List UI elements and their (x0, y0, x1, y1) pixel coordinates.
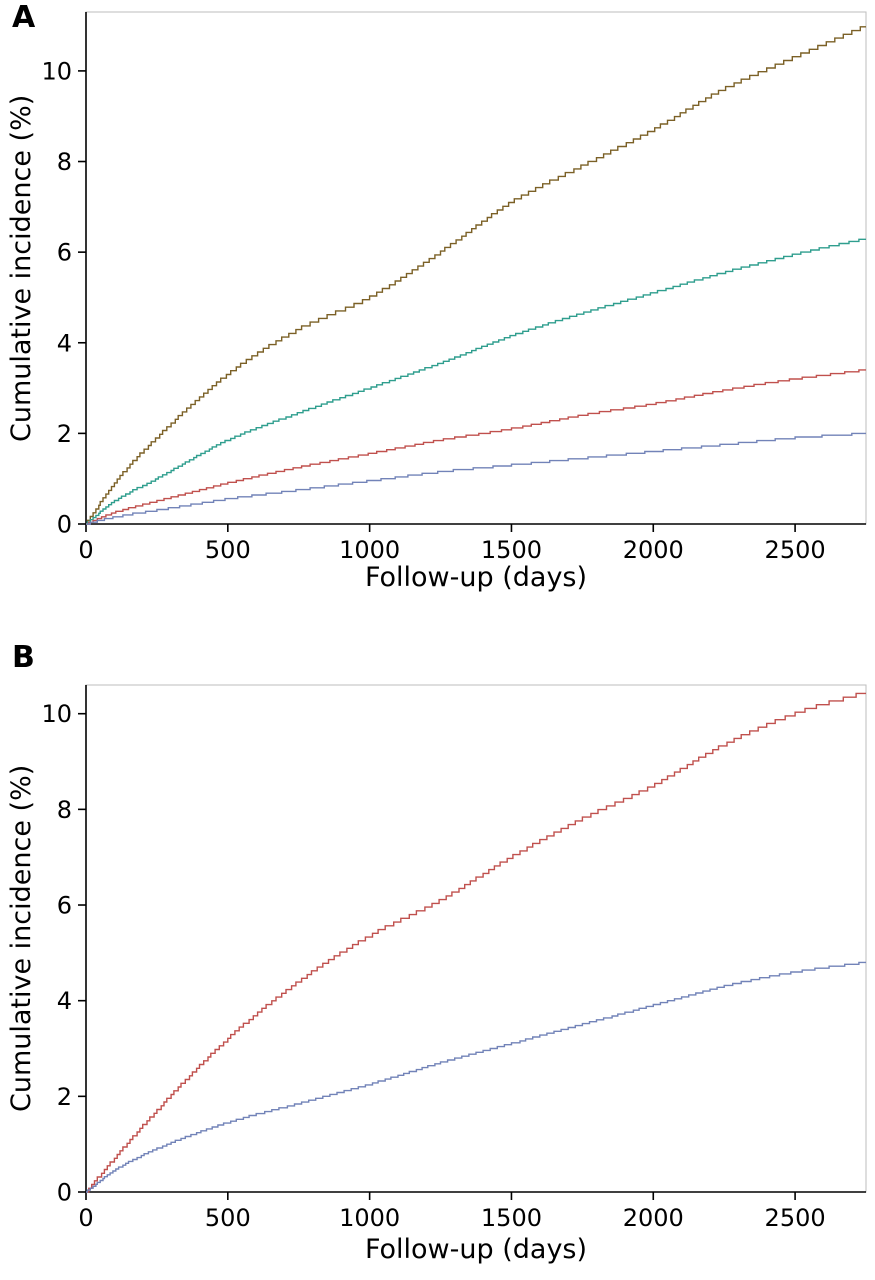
panel-b-chart: 0 2 4 6 8 10 0 500 1000 1500 2000 2500 (41, 684, 867, 1232)
y-tick-label: 4 (57, 329, 72, 357)
y-tick-label: 6 (57, 892, 72, 920)
x-tick-label: 500 (205, 536, 251, 564)
panel-a: A Cumulative incidence (%) 0 2 4 6 8 10 0 500 10… (0, 0, 875, 612)
panel-a-xlabel: Follow-up (days) (364, 562, 588, 593)
y-tick-label: 0 (57, 1179, 72, 1207)
panel-a-letter: A (12, 0, 36, 35)
curve-series-red (86, 369, 866, 525)
x-tick-label: 1000 (339, 1204, 400, 1232)
plot-frame (85, 684, 867, 1193)
y-tick-label: 2 (57, 420, 72, 448)
x-tick-label: 2000 (623, 1204, 684, 1232)
x-tick-label: 500 (205, 1204, 251, 1232)
plot-frame (85, 11, 867, 525)
x-tick-label: 1500 (481, 1204, 542, 1232)
x-tick-label: 2500 (765, 1204, 826, 1232)
panel-a-chart: 0 2 4 6 8 10 0 500 1000 1500 2000 2500 (41, 11, 867, 564)
curve-series-blue (86, 432, 866, 525)
curve-series-red (86, 692, 866, 1193)
x-tick-label: 2500 (765, 536, 826, 564)
x-tick-label: 1000 (339, 536, 400, 564)
panel-b-xlabel: Follow-up (days) (364, 1234, 588, 1265)
y-tick-label: 4 (57, 987, 72, 1015)
curve-series-teal (86, 238, 866, 525)
x-tick-label: 1500 (481, 536, 542, 564)
panel-b-letter: B (12, 640, 35, 675)
y-tick-label: 2 (57, 1083, 72, 1111)
y-tick-label: 10 (41, 700, 72, 728)
y-tick-label: 8 (57, 796, 72, 824)
y-tick-label: 6 (57, 239, 72, 267)
x-tick-label: 0 (78, 536, 93, 564)
curve-series-brown (86, 26, 866, 525)
x-tick-label: 0 (78, 1204, 93, 1232)
y-tick-label: 0 (57, 511, 72, 539)
x-tick-label: 2000 (623, 536, 684, 564)
y-tick-label: 8 (57, 148, 72, 176)
panel-b: B Cumulative incidence (%) 0 2 4 6 8 10 0 500 10… (0, 612, 875, 1280)
y-tick-label: 10 (41, 57, 72, 85)
curve-series-blue (86, 961, 866, 1193)
